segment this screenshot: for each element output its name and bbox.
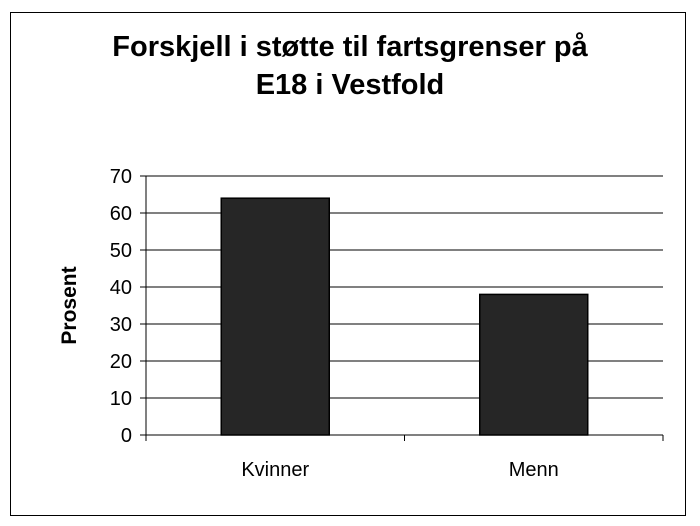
chart-title: Forskjell i støtte til fartsgrenser på E… [0, 28, 700, 104]
axes [140, 175, 664, 441]
bar-menn [479, 293, 589, 436]
bars [220, 197, 589, 436]
category-label: Menn [509, 459, 559, 481]
category-labels: Kvinner Menn [241, 459, 558, 481]
chart-title-line-2: E18 i Vestfold [255, 69, 445, 101]
y-tick-label: 40 [110, 277, 132, 299]
y-tick-label: 20 [110, 351, 132, 373]
y-tick-label: 10 [110, 388, 132, 410]
bar-kvinner [220, 197, 330, 436]
chart-title-line-1: Forskjell i støtte til fartsgrenser på [112, 31, 588, 63]
y-tick-label: 50 [110, 240, 132, 262]
y-tick-label: 0 [121, 425, 132, 447]
y-tick-label: 60 [110, 203, 132, 225]
y-axis-title: Prosent [58, 266, 81, 344]
y-tick-labels: 0 10 20 30 40 50 60 70 [110, 166, 132, 447]
category-label: Kvinner [241, 459, 309, 481]
y-tick-label: 70 [110, 166, 132, 188]
y-tick-label: 30 [110, 314, 132, 336]
